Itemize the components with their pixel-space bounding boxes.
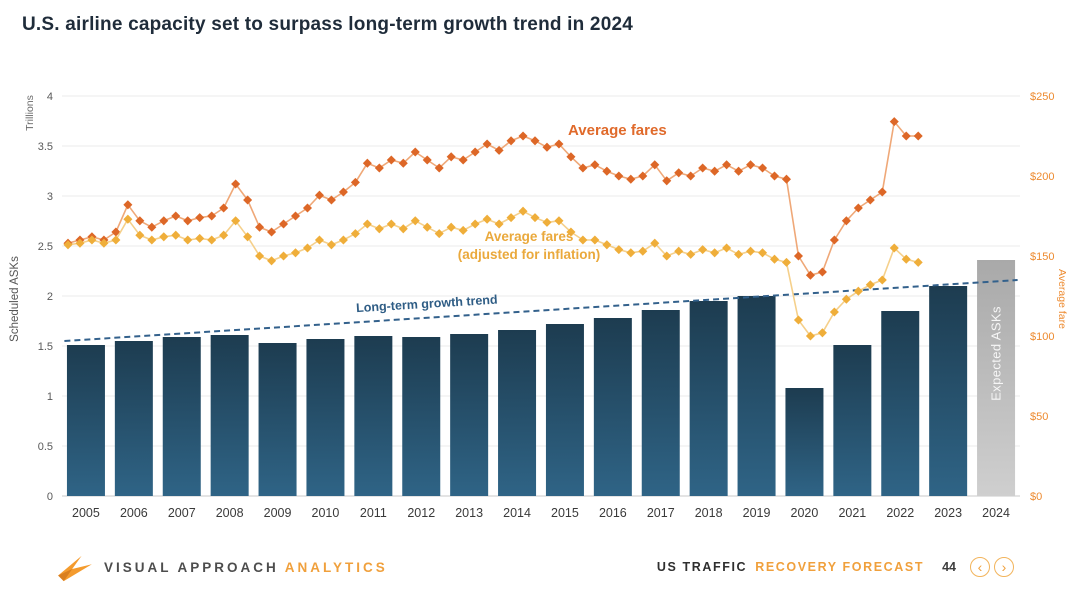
svg-text:2011: 2011 — [360, 506, 387, 520]
left-axis-unit-label: Trillions — [24, 95, 36, 131]
svg-text:2: 2 — [47, 291, 53, 303]
svg-text:2010: 2010 — [312, 506, 340, 520]
bar-2023 — [929, 286, 968, 496]
svg-text:$200: $200 — [1030, 171, 1054, 183]
svg-text:0: 0 — [47, 491, 53, 503]
svg-text:2019: 2019 — [743, 506, 771, 520]
visual-approach-logo-icon — [58, 555, 92, 582]
svg-text:2021: 2021 — [838, 506, 866, 520]
svg-text:2008: 2008 — [216, 506, 244, 520]
svg-text:1: 1 — [47, 391, 53, 403]
page-title: U.S. airline capacity set to surpass lon… — [22, 14, 633, 35]
bar-2007 — [162, 337, 201, 496]
bar-2017 — [641, 310, 680, 496]
chevron-left-icon: ‹ — [977, 559, 983, 575]
brand-suffix: ANALYTICS — [284, 560, 388, 575]
svg-text:2.5: 2.5 — [38, 241, 53, 253]
svg-text:2007: 2007 — [168, 506, 196, 520]
svg-text:2015: 2015 — [551, 506, 579, 520]
svg-text:$250: $250 — [1030, 91, 1054, 103]
svg-text:2024: 2024 — [982, 506, 1010, 520]
svg-text:4: 4 — [47, 91, 53, 103]
svg-text:2014: 2014 — [503, 506, 531, 520]
svg-text:2009: 2009 — [264, 506, 292, 520]
bar-2019 — [737, 296, 776, 496]
chevron-right-icon: › — [1001, 559, 1007, 575]
bar-2005 — [66, 345, 105, 496]
bar-2016 — [593, 318, 632, 496]
svg-text:2013: 2013 — [455, 506, 483, 520]
bar-2010 — [306, 339, 345, 496]
svg-text:2016: 2016 — [599, 506, 627, 520]
brand: VISUAL APPROACH ANALYTICS — [56, 553, 388, 583]
svg-text:2018: 2018 — [695, 506, 723, 520]
bar-2011 — [354, 336, 393, 496]
brand-name: VISUAL APPROACH — [104, 560, 279, 575]
svg-text:2012: 2012 — [407, 506, 435, 520]
expected-asks-label: Expected ASKs — [988, 306, 1004, 401]
footer: VISUAL APPROACH ANALYTICS US TRAFFIC RECO… — [0, 545, 1080, 595]
prev-page-button[interactable]: ‹ — [970, 557, 990, 577]
svg-text:3.5: 3.5 — [38, 141, 53, 153]
svg-text:$150: $150 — [1030, 251, 1054, 263]
bar-2013 — [450, 334, 489, 496]
pager: US TRAFFIC RECOVERY FORECAST 44 ‹ › — [657, 557, 1014, 577]
svg-text:2023: 2023 — [934, 506, 962, 520]
right-axis-title: Average fare — [1056, 269, 1068, 329]
bar-2021 — [833, 345, 872, 496]
svg-text:2005: 2005 — [72, 506, 100, 520]
section-highlight-label: RECOVERY FORECAST — [755, 560, 925, 574]
section-label: US TRAFFIC — [656, 560, 748, 574]
bar-2006 — [114, 341, 153, 496]
page-number: 44 — [942, 560, 956, 574]
svg-text:2020: 2020 — [791, 506, 819, 520]
svg-text:0.5: 0.5 — [38, 441, 53, 453]
svg-text:$50: $50 — [1030, 411, 1048, 423]
capacity-and-fares-chart: 0 0.5 1 1.5 2 2.5 3 3.5 4 $0 $50 $100 $150 $200 $250 20… — [38, 91, 1055, 520]
trend-line — [64, 279, 1018, 342]
next-page-button[interactable]: › — [994, 557, 1014, 577]
bar-2018 — [689, 301, 728, 496]
svg-text:$100: $100 — [1030, 331, 1054, 343]
bar-2012 — [402, 337, 441, 496]
svg-text:2022: 2022 — [886, 506, 914, 520]
svg-text:2006: 2006 — [120, 506, 148, 520]
bar-2015 — [545, 324, 584, 496]
svg-text:$0: $0 — [1030, 491, 1042, 503]
adjusted-fares-annotation: Average fares (adjusted for inflation) — [457, 229, 601, 262]
bar-2024 — [977, 260, 1016, 496]
bar-2020 — [785, 388, 824, 496]
svg-text:1.5: 1.5 — [38, 341, 53, 353]
svg-text:2017: 2017 — [647, 506, 675, 520]
bar-2008 — [210, 335, 249, 496]
bar-2009 — [258, 343, 297, 496]
bar-2014 — [498, 330, 537, 496]
average-fares-annotation: Average fares — [568, 122, 667, 139]
left-axis-title: Scheduled ASKs — [9, 256, 21, 342]
bar-2022 — [881, 311, 920, 496]
svg-text:3: 3 — [47, 191, 53, 203]
